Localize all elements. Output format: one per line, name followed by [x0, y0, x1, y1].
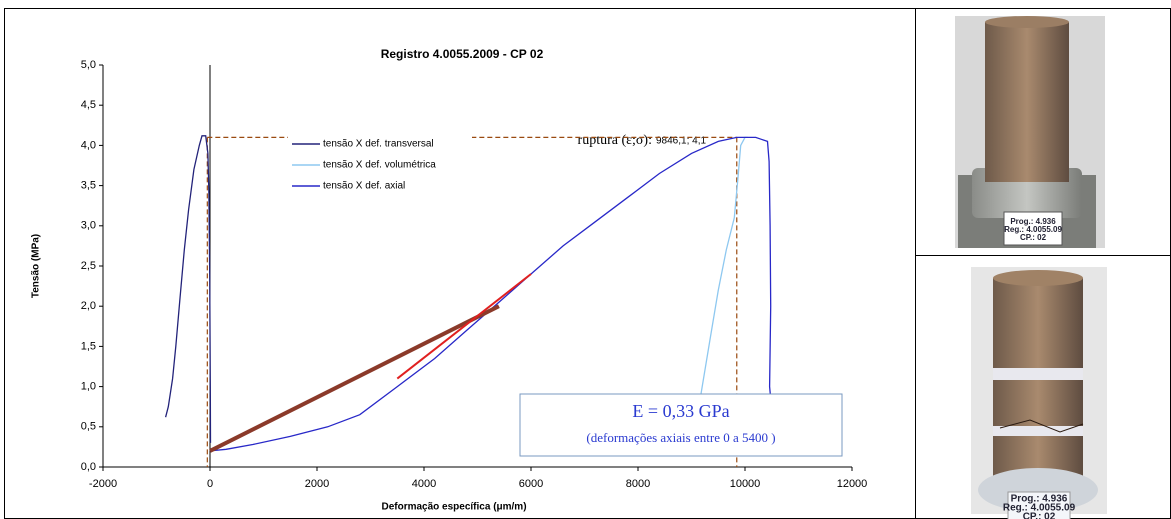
secant-line — [209, 304, 500, 453]
photo — [971, 267, 1107, 519]
x-tick-label: 4000 — [412, 478, 436, 490]
legend: tensão X def. transversal tensão X def. v… — [288, 132, 472, 196]
rupture-caption: ruptura (ε;σ): — [578, 133, 652, 148]
y-axis-title: Tensão (MPa) — [31, 234, 42, 298]
x-tick-label: 8000 — [626, 478, 650, 490]
photo-label: CP.: 02 — [1020, 233, 1047, 242]
legend-label: tensão X def. volumétrica — [323, 160, 436, 171]
y-tick-label: 4,5 — [81, 99, 96, 111]
legend-label: tensão X def. transversal — [323, 139, 434, 150]
x-tick-label: 0 — [207, 478, 213, 490]
photo-label: Reg.: 4.0055.09 — [1004, 225, 1062, 234]
photo-label: CP.: 02 — [1023, 512, 1056, 519]
y-tick-label: 0,0 — [81, 461, 96, 473]
y-tick-label: 1,0 — [81, 381, 96, 393]
x-tick-label: 6000 — [519, 478, 543, 490]
y-tick-label: 3,0 — [81, 220, 96, 232]
fit-line — [396, 273, 532, 380]
legend-label: tensão X def. axial — [323, 181, 405, 192]
y-tick-label: 3,5 — [81, 180, 96, 192]
y-tick-label: 2,5 — [81, 260, 96, 272]
photo-label: Prog.: 4.936 — [1010, 217, 1056, 226]
modulus-text: E = 0,33 GPa — [632, 401, 729, 421]
y-tick-label: 0,5 — [81, 421, 96, 433]
y-tick-label: 2,0 — [81, 300, 96, 312]
x-tick-label: -2000 — [89, 478, 117, 490]
y-tick-label: 5,0 — [81, 59, 96, 71]
x-tick-label: 12000 — [837, 478, 868, 490]
series-line — [209, 136, 773, 452]
y-tick-label: 1,5 — [81, 340, 96, 352]
x-tick-label: 2000 — [305, 478, 329, 490]
annotation-box — [519, 393, 843, 457]
chart-title: Registro 4.0055.2009 - CP 02 — [381, 47, 544, 61]
x-tick-label: 10000 — [730, 478, 761, 490]
x-axis-title: Deformação específica (μm/m) — [381, 502, 526, 513]
series-line — [164, 135, 212, 443]
photo — [955, 16, 1105, 248]
rupture-label: 9846,1; 4,1 — [656, 136, 706, 147]
photo-label: Prog.: 4.936 — [1011, 494, 1068, 505]
photo-label: Reg.: 4.0055.09 — [1003, 503, 1076, 514]
series-line — [696, 136, 748, 419]
modulus-note: (deformações axiais entre 0 a 5400 ) — [586, 430, 775, 445]
y-tick-label: 4,0 — [81, 139, 96, 151]
